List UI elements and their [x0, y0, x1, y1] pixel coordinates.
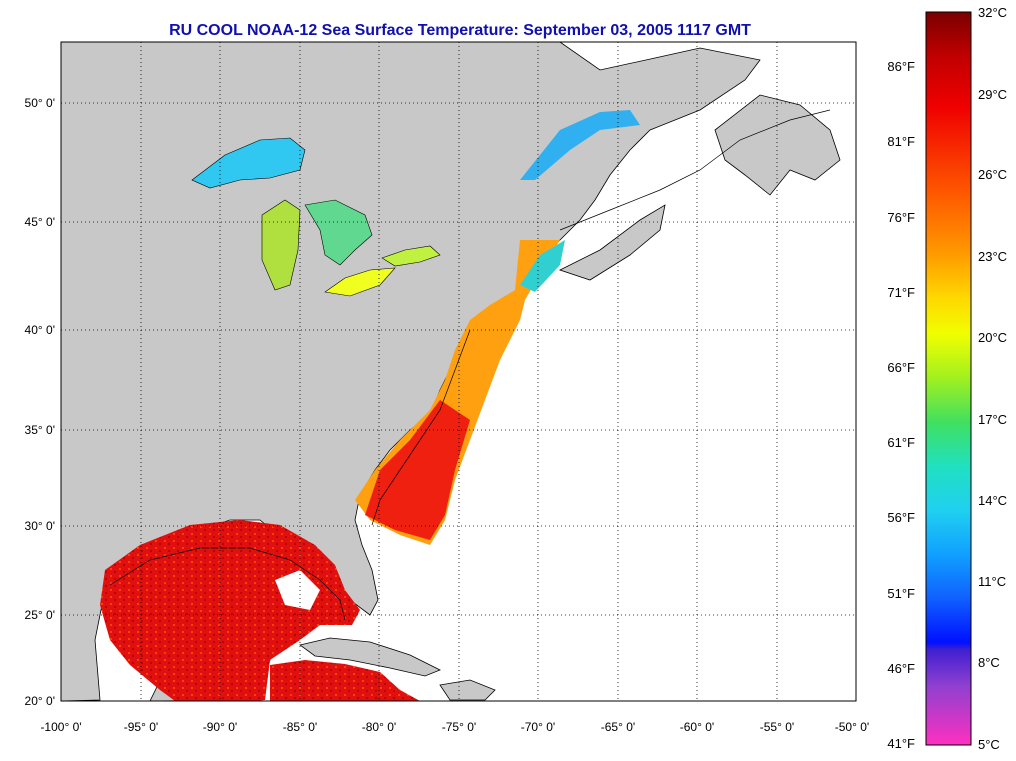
- fahrenheit-label: 86°F: [887, 59, 915, 74]
- hispaniola-land: [439, 679, 496, 701]
- chart-title: RU COOL NOAA-12 Sea Surface Temperature:…: [169, 22, 751, 39]
- celsius-label: 11°C: [978, 574, 1006, 589]
- lat-label: 35° 0': [25, 423, 55, 437]
- lake-michigan: [261, 199, 301, 291]
- lake-huron: [304, 199, 373, 266]
- sst-caribbean: [270, 660, 420, 701]
- plot-frame: [60, 41, 857, 702]
- sst-gulf-of-mexico: [100, 520, 360, 701]
- lon-label: -75° 0': [442, 720, 476, 734]
- longitude-labels: -100° 0' -95° 0' -90° 0' -85° 0' -80° 0'…: [40, 720, 869, 734]
- fahrenheit-label: 61°F: [887, 435, 915, 450]
- lon-label: -85° 0': [283, 720, 317, 734]
- sst-atlantic-red: [365, 400, 470, 540]
- fahrenheit-label: 51°F: [887, 586, 915, 601]
- celsius-label: 29°C: [978, 87, 1007, 102]
- celsius-label: 14°C: [978, 493, 1007, 508]
- sst-gulfmaine: [520, 240, 565, 292]
- lat-label: 40° 0': [25, 323, 55, 337]
- fahrenheit-label: 56°F: [887, 510, 915, 525]
- lon-label: -50° 0': [835, 720, 869, 734]
- lon-label: -80° 0': [362, 720, 396, 734]
- cuba-land: [299, 637, 441, 677]
- lake-erie: [324, 267, 396, 297]
- colorbar-fahrenheit-labels: 86°F 81°F 76°F 71°F 66°F 61°F 56°F 51°F …: [887, 59, 915, 751]
- lon-label: -65° 0': [601, 720, 635, 734]
- sst-gulf-white-patch: [275, 570, 320, 610]
- fahrenheit-label: 81°F: [887, 134, 915, 149]
- colorbar-celsius-labels: 32°C 29°C 26°C 23°C 20°C 17°C 14°C 11°C …: [978, 5, 1007, 752]
- fahrenheit-label: 76°F: [887, 210, 915, 225]
- celsius-label: 32°C: [978, 5, 1007, 20]
- lat-label: 30° 0': [25, 519, 55, 533]
- graticule: [61, 42, 856, 701]
- fahrenheit-label: 66°F: [887, 360, 915, 375]
- lon-label: -60° 0': [680, 720, 714, 734]
- lake-superior: [191, 137, 306, 189]
- latitude-labels: 50° 0' 45° 0' 40° 0' 35° 0' 30° 0' 25° 0…: [25, 96, 55, 708]
- celsius-label: 23°C: [978, 249, 1007, 264]
- lake-ontario: [381, 245, 441, 267]
- lon-label: -55° 0': [760, 720, 794, 734]
- fahrenheit-label: 46°F: [887, 661, 915, 676]
- celsius-label: 8°C: [978, 655, 1000, 670]
- lat-label: 45° 0': [25, 215, 55, 229]
- lat-label: 25° 0': [25, 608, 55, 622]
- isobath-600ft: [109, 109, 831, 621]
- fahrenheit-label: 71°F: [887, 285, 915, 300]
- lon-label: -95° 0': [124, 720, 158, 734]
- lon-label: -90° 0': [203, 720, 237, 734]
- lat-label: 20° 0': [25, 694, 55, 708]
- celsius-label: 17°C: [978, 412, 1007, 427]
- lon-label: -70° 0': [521, 720, 555, 734]
- colorbar: [925, 11, 972, 746]
- newfoundland-land: [714, 94, 841, 196]
- lon-label: -100° 0': [40, 720, 81, 734]
- nova-scotia-land: [558, 204, 666, 281]
- celsius-label: 26°C: [978, 167, 1007, 182]
- st-lawrence: [520, 110, 640, 180]
- fahrenheit-label: 41°F: [887, 736, 915, 751]
- celsius-label: 5°C: [978, 737, 1000, 752]
- lat-label: 50° 0': [25, 96, 55, 110]
- celsius-label: 20°C: [978, 330, 1007, 345]
